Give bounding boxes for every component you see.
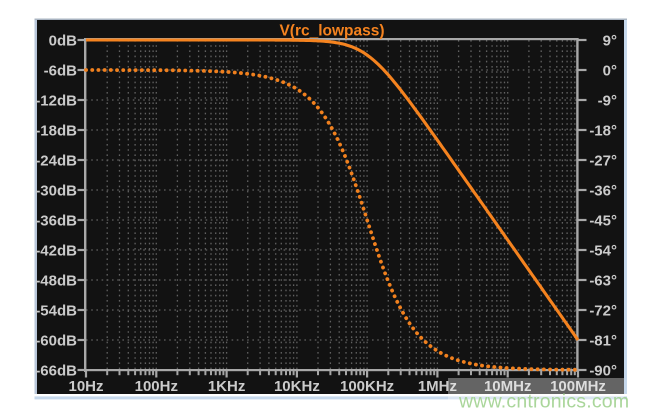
svg-text:-18°: -18° <box>589 123 617 140</box>
svg-text:-63°: -63° <box>589 273 617 290</box>
svg-text:-6dB: -6dB <box>44 63 78 80</box>
svg-text:100KHz: 100KHz <box>340 378 394 395</box>
svg-text:-66dB: -66dB <box>35 363 77 380</box>
svg-text:-81°: -81° <box>589 333 617 350</box>
svg-text:10KHz: 10KHz <box>274 378 320 395</box>
svg-text:-45°: -45° <box>589 213 617 230</box>
svg-text:-54°: -54° <box>589 243 617 260</box>
svg-text:-12dB: -12dB <box>35 93 77 110</box>
svg-text:-30dB: -30dB <box>35 183 77 200</box>
svg-text:1MHz: 1MHz <box>418 378 457 395</box>
svg-text:-36dB: -36dB <box>35 213 77 230</box>
svg-text:-18dB: -18dB <box>35 123 77 140</box>
svg-text:-48dB: -48dB <box>35 273 77 290</box>
svg-text:V(rc_lowpass): V(rc_lowpass) <box>279 23 384 40</box>
svg-text:9°: 9° <box>603 33 617 50</box>
svg-text:www.cntronics.com: www.cntronics.com <box>458 391 629 413</box>
svg-text:0dB: 0dB <box>49 33 78 50</box>
svg-text:1KHz: 1KHz <box>208 378 246 395</box>
svg-text:-54dB: -54dB <box>35 303 77 320</box>
svg-text:-27°: -27° <box>589 153 617 170</box>
svg-text:10Hz: 10Hz <box>68 378 103 395</box>
svg-text:-36°: -36° <box>589 183 617 200</box>
svg-text:100Hz: 100Hz <box>135 378 178 395</box>
svg-text:-90°: -90° <box>589 363 617 380</box>
svg-text:-24dB: -24dB <box>35 153 77 170</box>
svg-text:-60dB: -60dB <box>35 333 77 350</box>
svg-text:100MHz: 100MHz <box>550 378 606 395</box>
svg-text:0°: 0° <box>603 63 617 80</box>
svg-text:-42dB: -42dB <box>35 243 77 260</box>
svg-text:10MHz: 10MHz <box>484 378 532 395</box>
svg-text:-9°: -9° <box>598 93 617 110</box>
svg-text:-72°: -72° <box>589 303 617 320</box>
